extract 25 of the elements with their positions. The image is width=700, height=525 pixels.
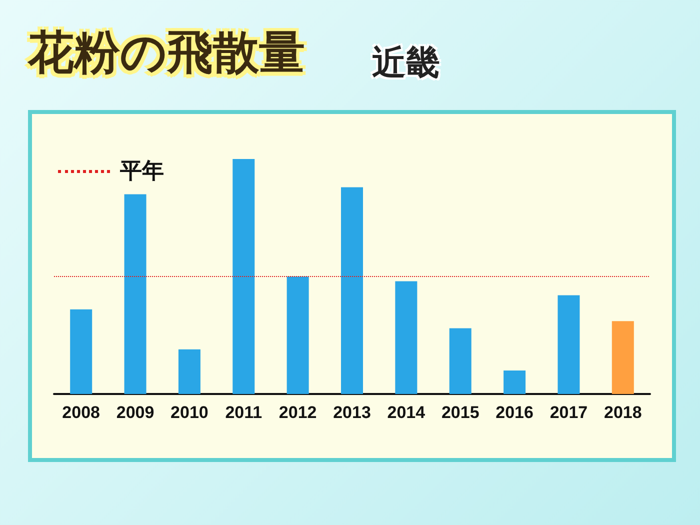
- bar: [558, 295, 580, 394]
- x-tick-label: 2009: [116, 403, 154, 422]
- bar: [124, 194, 146, 394]
- bar: [341, 187, 363, 394]
- x-tick-label: 2010: [170, 403, 208, 422]
- bar: [232, 159, 255, 394]
- bar: [504, 370, 526, 394]
- x-tick-label: 2018: [604, 403, 642, 422]
- chart-title: 花粉の飛散量: [28, 24, 305, 81]
- x-tick-label: 2008: [62, 403, 100, 422]
- bar: [612, 321, 634, 394]
- x-tick-label: 2011: [225, 403, 262, 422]
- x-tick-label: 2015: [441, 403, 480, 422]
- bar: [178, 349, 200, 394]
- x-tick-label: 2013: [333, 403, 371, 422]
- x-tick-label: 2014: [387, 403, 426, 422]
- bar: [449, 328, 472, 394]
- bar: [395, 281, 418, 394]
- x-tick-label: 2012: [278, 403, 317, 422]
- bar: [286, 276, 309, 394]
- legend-label: 平年: [120, 158, 164, 186]
- x-tick-label: 2016: [496, 403, 534, 422]
- bar: [70, 309, 92, 394]
- x-tick-label: 2017: [550, 403, 588, 422]
- chart-subtitle: 近畿: [372, 42, 440, 85]
